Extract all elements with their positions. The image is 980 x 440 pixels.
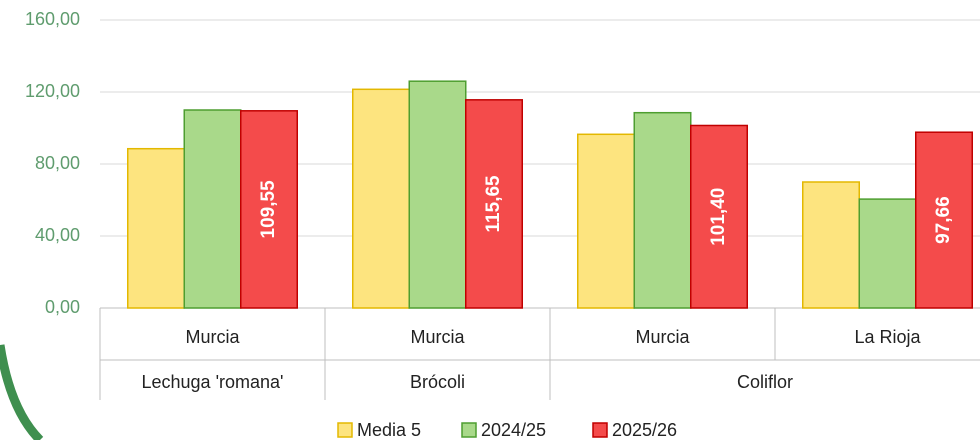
value-label: 97,66 — [933, 196, 954, 244]
value-label: 115,65 — [483, 175, 504, 232]
bar — [577, 133, 635, 309]
legend-label: 2025/26 — [612, 420, 677, 440]
x-tick-label: La Rioja — [854, 327, 921, 347]
bar — [240, 110, 298, 309]
group-label: Lechuga 'romana' — [142, 372, 284, 392]
group-label: Coliflor — [737, 372, 793, 392]
group-label: Brócoli — [410, 372, 465, 392]
legend-swatch — [337, 422, 353, 438]
legend-label: 2024/25 — [481, 420, 546, 440]
x-tick-label: Murcia — [635, 327, 690, 347]
legend-swatch — [461, 422, 477, 438]
bar — [633, 111, 692, 309]
y-tick-label: 80,00 — [35, 153, 80, 173]
x-tick-label: Murcia — [410, 327, 465, 347]
value-label: 101,40 — [708, 188, 729, 246]
y-tick-label: 0,00 — [45, 297, 80, 317]
bar — [802, 181, 860, 309]
bar — [858, 198, 917, 309]
y-tick-label: 40,00 — [35, 225, 80, 245]
bar — [183, 109, 242, 309]
x-tick-label: Murcia — [185, 327, 240, 347]
bar — [690, 124, 748, 309]
legend-label: Media 5 — [357, 420, 421, 440]
bar — [352, 88, 410, 309]
decoration-arc — [0, 344, 44, 440]
bar — [915, 131, 973, 309]
bar — [408, 80, 467, 309]
y-tick-label: 120,00 — [25, 81, 80, 101]
value-label: 109,55 — [258, 180, 279, 239]
legend-swatch — [592, 422, 608, 438]
y-tick-label: 160,00 — [25, 9, 80, 29]
bar — [127, 147, 185, 309]
bar — [465, 99, 523, 309]
